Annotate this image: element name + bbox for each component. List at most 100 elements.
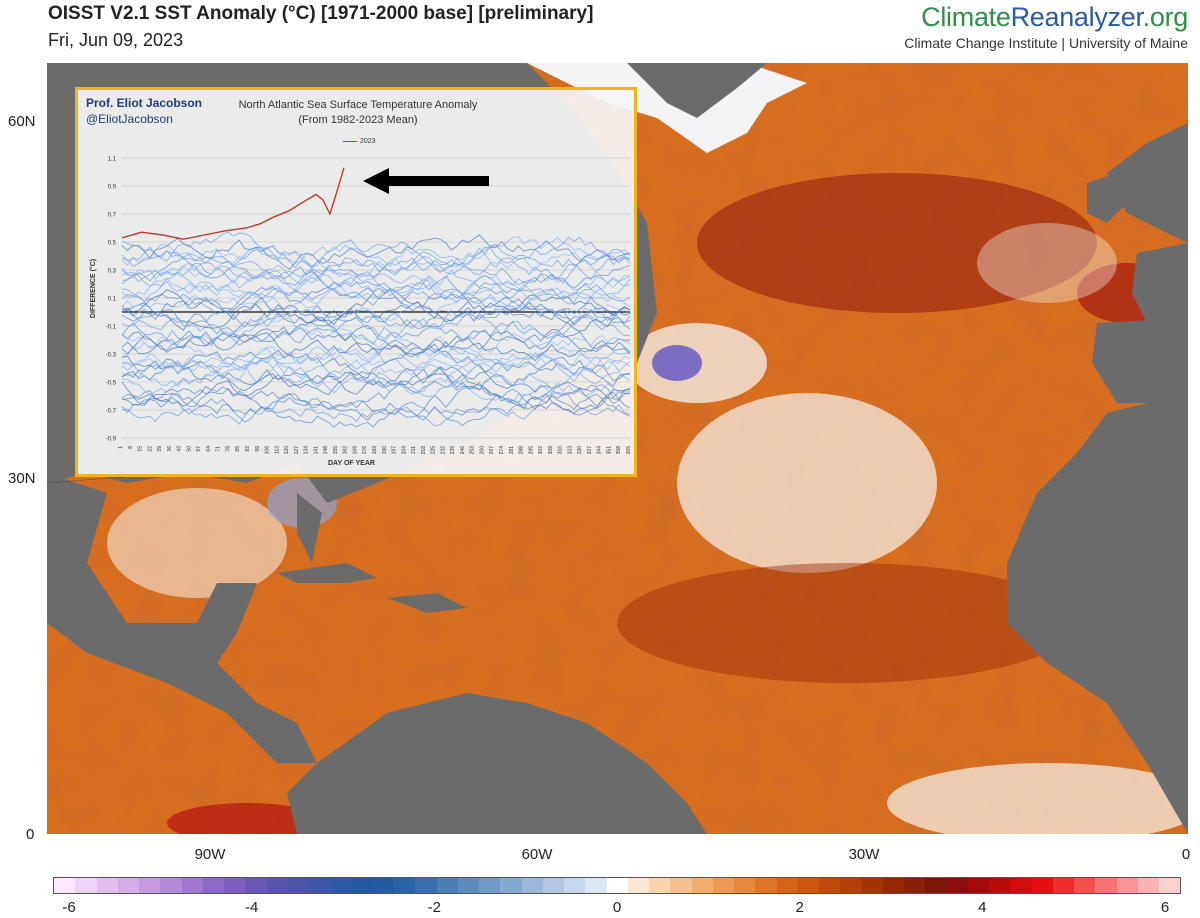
- cuba-land: [277, 563, 377, 583]
- inset-x-tick: 22: [147, 446, 153, 452]
- inset-x-tick: 15: [138, 446, 144, 452]
- inset-x-tick: 358: [616, 446, 622, 455]
- inset-x-tick: 85: [235, 446, 241, 452]
- colorbar-swatch: [181, 878, 203, 893]
- inset-history-line: [121, 269, 631, 305]
- inset-history-line: [121, 324, 631, 358]
- inset-x-tick: 176: [362, 446, 368, 455]
- inset-x-tick: 295: [528, 446, 534, 455]
- colorbar-tick-label: 6: [1160, 899, 1170, 916]
- greenland-land: [627, 63, 767, 118]
- colorbar-swatch: [882, 878, 904, 893]
- inset-x-tick: 57: [196, 446, 202, 452]
- inset-x-tick: 127: [294, 446, 300, 455]
- inset-y-tick: 0.9: [108, 185, 117, 191]
- inset-history-line: [121, 234, 631, 270]
- inset-chart-svg: 1.10.90.70.50.30.1-0.1-0.3-0.5-0.7-0.91 8…: [106, 157, 632, 455]
- inset-x-tick: 253: [470, 446, 476, 455]
- colorbar-swatch: [287, 878, 309, 893]
- inset-x-tick: 197: [392, 446, 398, 455]
- colorbar-swatch: [585, 878, 607, 893]
- inset-history-line: [121, 296, 631, 332]
- inset-x-tick: 218: [421, 446, 427, 455]
- inset-x-tick: 169: [352, 446, 358, 455]
- inset-x-tick: 71: [216, 446, 222, 452]
- cool-zone-northsea: [977, 223, 1117, 303]
- colorbar-swatch: [627, 878, 649, 893]
- inset-x-tick: 99: [255, 446, 261, 452]
- colorbar-swatch: [670, 878, 692, 893]
- colorbar-swatch: [521, 878, 543, 893]
- inset-history-line: [121, 236, 631, 267]
- colorbar-swatch: [479, 878, 501, 893]
- colorbar-swatch: [202, 878, 224, 893]
- inset-x-tick: 302: [538, 446, 544, 455]
- inset-history-line: [121, 346, 631, 381]
- inset-x-tick: 183: [372, 446, 378, 455]
- colorbar-swatch: [734, 878, 756, 893]
- colorbar-swatch: [394, 878, 416, 893]
- colorbar-swatch: [755, 878, 777, 893]
- colorbar-swatch: [606, 878, 628, 893]
- colorbar-swatch: [1010, 878, 1032, 893]
- lat-label-0: 0: [26, 826, 35, 843]
- inset-history-line: [121, 388, 631, 421]
- inset-history-line: [121, 361, 631, 400]
- inset-x-tick: 120: [284, 446, 290, 455]
- brand-logo[interactable]: ClimateReanalyzer.org Climate Change Ins…: [904, 2, 1188, 51]
- inset-history-line: [121, 382, 631, 418]
- colorbar-swatch: [372, 878, 394, 893]
- inset-history-line: [121, 231, 631, 273]
- colorbar-tick-label: -4: [244, 899, 259, 916]
- colorbar-swatch: [139, 878, 161, 893]
- inset-title: North Atlantic Sea Surface Temperature A…: [218, 98, 498, 128]
- scandinavia-land: [1107, 63, 1188, 243]
- inset-history-line: [121, 338, 631, 371]
- inset-x-tick: 351: [606, 446, 612, 455]
- inset-x-axis-label: DAY OF YEAR: [328, 460, 375, 467]
- colorbar-swatch: [351, 878, 373, 893]
- colorbar-swatch: [925, 878, 947, 893]
- inset-y-tick: -0.5: [106, 381, 117, 387]
- brand-climate: Climate: [921, 2, 1011, 32]
- lat-label-60n: 60N: [8, 113, 36, 130]
- hot-zone-tropics: [617, 563, 1077, 683]
- inset-legend: 2023: [343, 138, 376, 145]
- cool-zone-gulf: [107, 488, 287, 598]
- inset-x-tick: 1: [118, 446, 124, 449]
- inset-x-tick: 323: [567, 446, 573, 455]
- inset-x-tick: 344: [597, 446, 603, 455]
- inset-x-tick: 365: [626, 446, 632, 455]
- inset-x-tick: 64: [206, 446, 212, 452]
- colorbar-tick-label: -6: [62, 899, 76, 916]
- map-date: Fri, Jun 09, 2023: [48, 30, 184, 50]
- inset-x-tick: 211: [411, 446, 417, 454]
- inset-history-line: [121, 316, 631, 355]
- brand-reanalyzer: Reanalyzer: [1010, 2, 1143, 32]
- colorbar-swatch: [1095, 878, 1117, 893]
- inset-x-tick: 43: [177, 446, 183, 452]
- colorbar-swatch: [797, 878, 819, 893]
- colorbar-swatch: [245, 878, 267, 893]
- inset-history-line: [121, 255, 631, 286]
- inset-history-line: [121, 277, 631, 308]
- inset-x-tick: 267: [489, 446, 495, 455]
- florida-land: [297, 493, 322, 563]
- inset-x-tick: 204: [401, 446, 407, 455]
- colorbar-tick-label: -2: [427, 899, 441, 916]
- inset-y-tick: 0.3: [108, 269, 117, 275]
- hot-zone-pacific: [167, 803, 327, 834]
- inset-x-tick: 190: [382, 446, 388, 455]
- inset-x-tick: 155: [333, 446, 339, 455]
- inset-x-tick: 316: [558, 446, 564, 455]
- colorbar-swatch: [500, 878, 522, 893]
- inset-x-tick: 309: [548, 446, 554, 455]
- colorbar-swatch: [712, 878, 734, 893]
- inset-y-tick: 0.1: [108, 297, 117, 303]
- inset-x-tick: 106: [265, 446, 271, 455]
- inset-y-tick: -0.7: [106, 409, 117, 415]
- colorbar-swatch: [96, 878, 118, 893]
- inset-history-line: [121, 294, 631, 322]
- colorbar-swatch: [1137, 878, 1159, 893]
- inset-x-tick: 50: [186, 446, 192, 452]
